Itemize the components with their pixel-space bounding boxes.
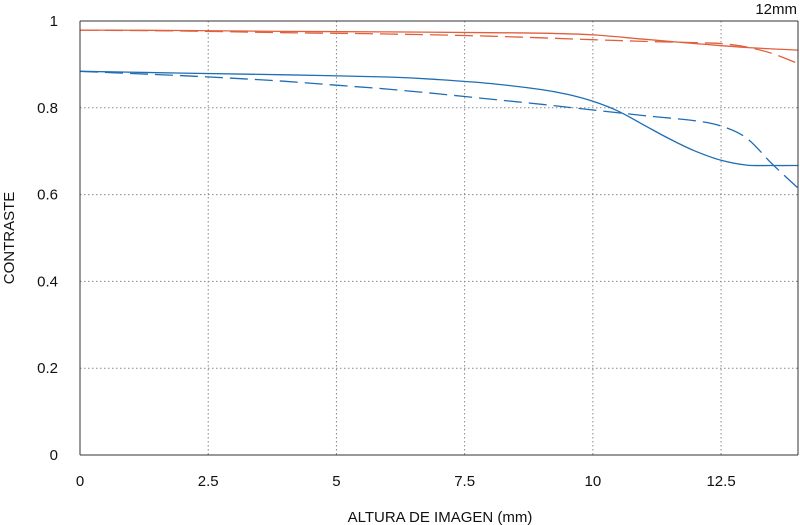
series-lines — [79, 29, 799, 189]
corner-label: 12mm — [755, 1, 797, 18]
axes — [79, 20, 799, 456]
series-line-3 — [79, 70, 799, 167]
y-tick-label: 0 — [50, 447, 58, 464]
y-axis-label: CONTRASTE — [1, 192, 18, 285]
y-tick-label: 0.8 — [37, 100, 58, 117]
x-tick-label: 7.5 — [454, 473, 475, 490]
y-tick-label: 0.2 — [37, 360, 58, 377]
tick-labels: 0 2.5 5 7.5 10 12.5 0 0.2 0.4 0.6 0.8 1 — [37, 13, 736, 490]
y-tick-label: 0.6 — [37, 187, 58, 204]
x-tick-label: 0 — [76, 473, 84, 490]
x-axis-label: ALTURA DE IMAGEN (mm) — [348, 509, 533, 525]
series-line-4 — [79, 70, 799, 189]
x-tick-label: 10 — [585, 473, 602, 490]
x-tick-label: 5 — [332, 473, 340, 490]
y-tick-label: 0.4 — [37, 273, 58, 290]
series-line-2 — [79, 29, 799, 65]
x-tick-label: 12.5 — [706, 473, 735, 490]
series-line-1 — [79, 29, 799, 51]
x-tick-label: 2.5 — [198, 473, 219, 490]
y-tick-label: 1 — [50, 13, 58, 30]
grid — [80, 21, 798, 455]
